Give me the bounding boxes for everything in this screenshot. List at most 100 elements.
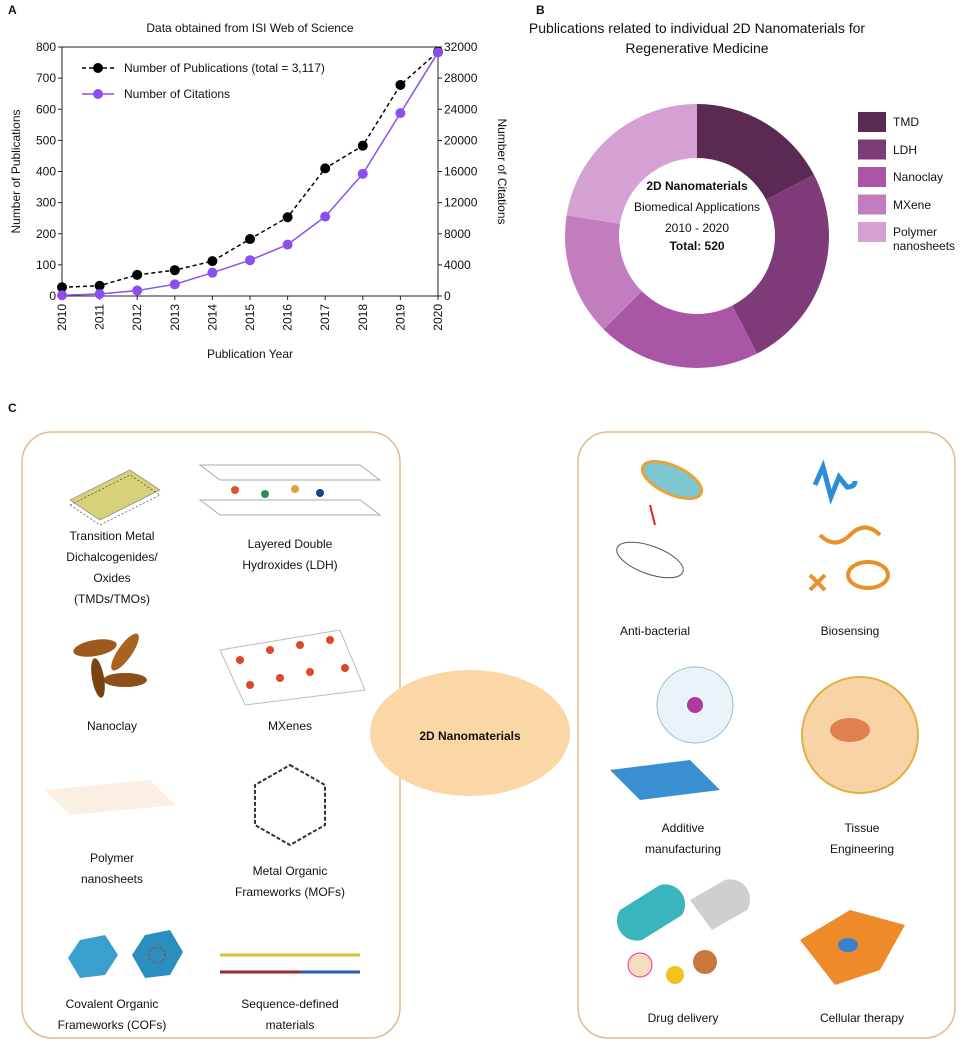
pie-slice	[603, 291, 757, 368]
data-point	[132, 269, 143, 280]
y2-tick-label: 8000	[444, 227, 471, 241]
data-point	[245, 255, 255, 266]
y2-tick-label: 24000	[444, 102, 478, 116]
x-tick-label: 2012	[130, 304, 144, 331]
application-label: Anti-bacterial	[620, 624, 690, 638]
y2-tick-label: 32000	[444, 40, 478, 54]
x-tick-label: 2020	[431, 304, 445, 331]
y-tick-label: 700	[36, 71, 56, 85]
y2-tick-label: 28000	[444, 71, 478, 85]
polymer-icon	[45, 780, 175, 815]
y-tick-label: 300	[36, 196, 56, 210]
chart-title: Publications related to individual 2D Na…	[528, 20, 866, 56]
cof-icon	[68, 930, 183, 978]
legend-label: TMD	[893, 115, 919, 129]
y-tick-label: 500	[36, 133, 56, 147]
legend-marker	[93, 89, 103, 99]
data-point	[282, 212, 293, 223]
data-point	[357, 168, 368, 179]
data-point	[169, 279, 180, 290]
tissue-icon	[801, 676, 919, 794]
x-tick-label: 2015	[243, 304, 257, 331]
mxene-icon	[219, 629, 366, 706]
data-point	[395, 108, 406, 119]
material-label: (TMDs/TMOs)	[74, 592, 150, 606]
legend-swatch	[858, 222, 886, 242]
legend-label: LDH	[893, 142, 918, 157]
material-label: Nanoclay	[87, 719, 137, 733]
center-label: 2D Nanomaterials	[419, 729, 521, 743]
pie-slice	[566, 103, 697, 224]
legend-label: MXene	[893, 197, 932, 212]
material-label: materials	[266, 1018, 315, 1032]
legend-label: Polymer nanosheets	[893, 225, 956, 253]
material-label: Polymer	[90, 851, 134, 865]
legend-swatch	[858, 112, 886, 132]
chart-title: Data obtained from ISI Web of Science	[146, 21, 354, 35]
data-point	[132, 285, 143, 296]
x-tick-label: 2018	[356, 304, 370, 331]
data-point	[169, 265, 180, 276]
data-point	[207, 267, 218, 278]
pie-slice	[697, 104, 814, 200]
material-label: Oxides	[93, 571, 130, 585]
legend-label: Number of Publications (total = 3,117)	[124, 61, 325, 75]
x-tick-label: 2010	[55, 304, 69, 331]
material-label: nanosheets	[81, 872, 143, 886]
x-axis-title: Publication Year	[207, 347, 293, 361]
material-label: Frameworks (COFs)	[58, 1018, 167, 1032]
y-tick-label: 400	[36, 165, 56, 179]
data-point	[395, 79, 406, 90]
panel-label: A	[8, 3, 17, 17]
y-tick-label: 100	[36, 258, 56, 272]
data-point	[94, 280, 105, 291]
cellular-icon	[800, 910, 905, 985]
tmd-icon	[69, 469, 161, 526]
application-label: Biosensing	[821, 624, 880, 638]
material-label: Dichalcogenides/	[66, 550, 158, 564]
y2-tick-label: 16000	[444, 165, 478, 179]
pie-slice	[564, 215, 642, 330]
y2-tick-label: 0	[444, 289, 451, 303]
x-tick-label: 2016	[281, 304, 295, 331]
panel-label: B	[536, 3, 545, 17]
y-tick-label: 200	[36, 227, 56, 241]
material-label: Sequence-defined	[241, 997, 338, 1011]
pie-slice	[732, 174, 829, 354]
data-point	[57, 282, 67, 293]
data-point	[320, 163, 331, 174]
y2-tick-label: 20000	[444, 133, 478, 147]
y-axis-title: Number of Publications	[9, 109, 23, 233]
application-label: Drug delivery	[648, 1011, 719, 1025]
x-tick-label: 2017	[318, 304, 332, 331]
center-text: Biomedical Applications	[634, 200, 760, 214]
x-tick-label: 2013	[168, 304, 182, 331]
center-text: 2D Nanomaterials	[646, 179, 748, 193]
application-label: Tissue	[845, 821, 880, 835]
data-point	[433, 47, 443, 58]
antibacterial-icon	[616, 459, 704, 579]
legend-marker	[93, 63, 103, 73]
y2-tick-label: 4000	[444, 258, 471, 272]
data-point	[320, 211, 331, 222]
material-label: Covalent Organic	[66, 997, 159, 1011]
material-label: Frameworks (MOFs)	[235, 885, 345, 899]
data-point	[282, 239, 293, 250]
y-tick-label: 800	[36, 40, 56, 54]
center-text: 2010 - 2020	[665, 221, 729, 235]
data-point	[57, 290, 67, 301]
mof-icon	[254, 763, 326, 847]
y2-axis-title: Number of Citations	[495, 118, 509, 224]
applications-box	[577, 431, 956, 1039]
x-tick-label: 2014	[205, 304, 219, 331]
legend-swatch	[858, 194, 886, 215]
data-point	[94, 289, 105, 300]
material-label: Hydroxides (LDH)	[242, 558, 337, 572]
legend-swatch	[858, 139, 886, 160]
ldh-icon	[198, 464, 382, 516]
series-line	[61, 51, 439, 289]
material-label: Metal Organic	[253, 864, 328, 878]
application-label: Cellular therapy	[820, 1011, 904, 1025]
